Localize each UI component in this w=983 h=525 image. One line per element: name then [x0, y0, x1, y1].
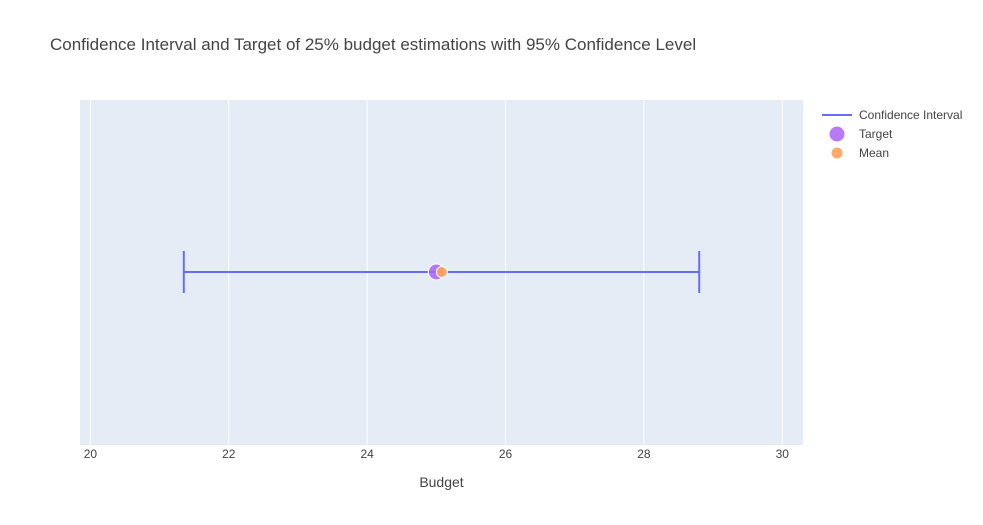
- x-tick-label: 26: [499, 447, 513, 461]
- x-axis-ticks: 20 22 24 26 28 30: [84, 447, 790, 461]
- mean-point: [435, 266, 448, 278]
- x-tick-label: 28: [637, 447, 651, 461]
- legend-swatch-mean: [831, 147, 843, 159]
- x-tick-label: 20: [84, 447, 98, 461]
- chart-marks: [182, 251, 701, 293]
- legend: Confidence Interval Target Mean: [822, 108, 962, 160]
- x-tick-label: 22: [222, 447, 236, 461]
- x-axis-title: Budget: [419, 474, 463, 490]
- x-tick-label: 24: [360, 447, 374, 461]
- legend-label: Mean: [859, 146, 889, 160]
- legend-swatch-target: [829, 126, 845, 142]
- chart-title: Confidence Interval and Target of 25% bu…: [50, 35, 696, 54]
- x-tick-label: 30: [776, 447, 790, 461]
- legend-label: Confidence Interval: [859, 108, 962, 122]
- legend-label: Target: [859, 127, 893, 141]
